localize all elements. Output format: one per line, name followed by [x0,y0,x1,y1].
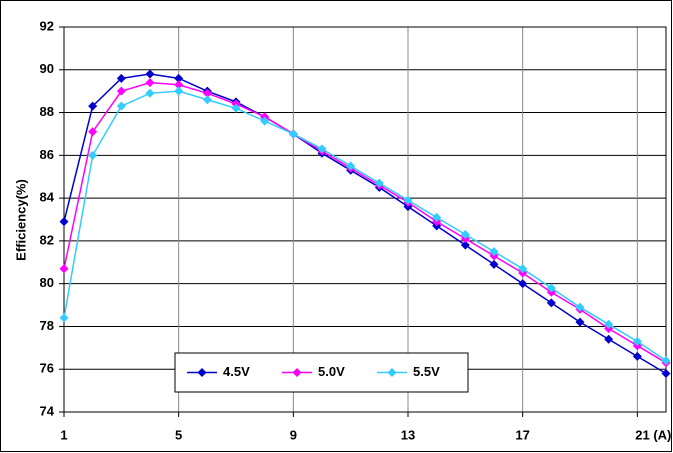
y-tick-label: 90 [40,61,54,76]
data-point [575,302,585,312]
data-point [460,240,470,250]
data-point [145,88,155,98]
data-point [460,229,470,239]
legend-marker [292,368,302,377]
data-point [632,351,642,361]
data-point [546,283,556,293]
y-tick-label: 84 [40,190,55,205]
data-point [260,116,270,126]
legend-marker [197,368,207,377]
data-point [546,298,556,308]
data-point [403,195,413,205]
data-point [88,101,98,111]
data-point [145,78,155,88]
data-point [231,103,241,113]
data-point [116,73,126,83]
y-tick-label: 76 [40,361,54,376]
y-tick-label: 86 [40,147,54,162]
y-tick-label: 78 [40,318,54,333]
data-point [88,127,98,137]
series-line [63,90,667,362]
legend-label: 5.5V [413,364,440,379]
x-tick-label: 17 [515,427,529,442]
data-point [489,247,499,257]
data-point [59,217,69,227]
legend-marker [387,368,397,377]
data-point [518,279,528,289]
y-tick-label: 74 [40,403,55,418]
data-point [174,73,184,83]
data-point [145,69,155,79]
data-point [116,86,126,96]
x-tick-label: 13 [401,427,415,442]
series-line [63,73,667,375]
y-tick-label: 82 [40,232,54,247]
series-line [63,81,667,364]
data-point [174,80,184,90]
data-point [317,144,327,154]
data-point [288,129,298,139]
data-point [59,264,69,274]
data-point [116,101,126,111]
data-point [59,313,69,323]
y-tick-label: 92 [40,18,54,33]
data-point [88,150,98,160]
data-point [432,212,442,222]
y-tick-label: 80 [40,275,54,290]
legend-label: 4.5V [223,364,250,379]
data-point [174,86,184,96]
data-point [346,161,356,171]
x-tick-label: 1 [60,427,67,442]
x-tick-label: 5 [175,427,182,442]
data-point [374,178,384,188]
data-point [604,334,614,344]
data-point [661,356,671,366]
y-tick-label: 88 [40,104,54,119]
data-point [661,369,671,378]
data-point [604,319,614,329]
data-point [632,336,642,346]
y-axis-label: Efficiency(%) [13,179,28,261]
data-point [575,317,585,327]
data-point [202,95,212,105]
data-point [202,88,212,98]
legend-label: 5.0V [318,364,345,379]
x-tick-label: 21 (A) [635,427,671,442]
x-tick-label: 9 [290,427,297,442]
data-point [518,264,528,274]
legend-box [174,352,469,393]
plot-area [64,27,666,412]
data-point [489,259,499,269]
